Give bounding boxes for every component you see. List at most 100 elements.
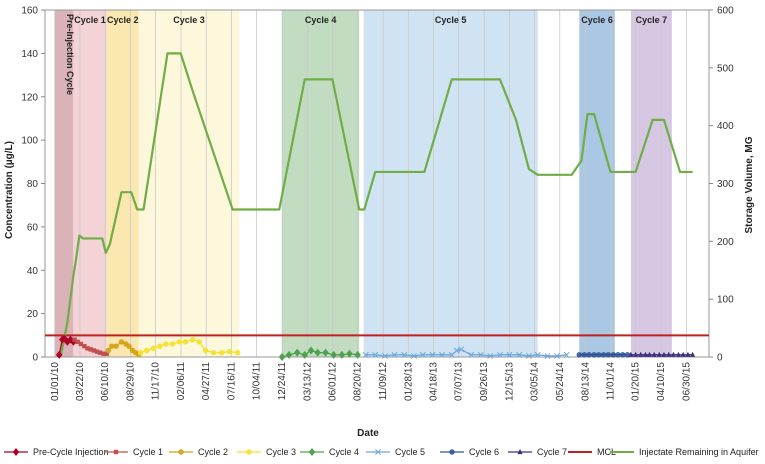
y-left-tick-20: 20 [27, 309, 39, 320]
point-cycle-7-3 [642, 351, 649, 357]
x-tick-12-15-13: 12/15/13 [504, 362, 515, 401]
x-tick-03-22-10: 03/22/10 [75, 362, 86, 401]
legend-marker-cycle-4 [308, 448, 316, 456]
x-tick-06-01-12: 06/01/12 [327, 362, 338, 401]
legend-label-cycle-4: Cycle 4 [329, 447, 359, 457]
band-label-cycle-5: Cycle 5 [435, 15, 467, 25]
legend-label-cycle-2: Cycle 2 [198, 447, 228, 457]
point-cycle-5-15 [496, 351, 503, 358]
point-cycle-5-16 [506, 351, 513, 358]
series-cycle-7 [628, 351, 696, 357]
point-cycle-7-11 [680, 351, 686, 357]
point-cycle-5-10 [453, 347, 460, 354]
series-line-injectate-remaining-in-aquifer [59, 52, 693, 358]
x-tick-06-30-15: 06/30/15 [681, 362, 692, 401]
point-cycle-5-6 [419, 351, 426, 358]
point-cycle-5-17 [516, 351, 523, 358]
point-cycle-7-12 [685, 351, 691, 357]
legend-marker-cycle-3 [246, 449, 252, 455]
point-cycle-6-2 [586, 352, 592, 358]
point-cycle-3-3 [157, 343, 163, 349]
x-tick-08-20-12: 08/20/12 [353, 362, 364, 401]
point-cycle-6-6 [605, 352, 611, 358]
point-cycle-1-0 [72, 337, 77, 342]
y-left-tick-160: 160 [21, 6, 38, 17]
point-cycle-1-4 [85, 346, 90, 351]
point-cycle-3-10 [202, 347, 209, 354]
legend-marker-cycle-1 [113, 449, 119, 455]
point-cycle-1-5 [88, 347, 93, 352]
x-tick-01-01-10: 01/01/10 [50, 362, 61, 401]
x-tick-10-04-11: 10/04/11 [252, 362, 263, 401]
y-axis-left-title: Concentration (µg/L) [4, 141, 15, 239]
band-label-cycle-6: Cycle 6 [581, 15, 613, 25]
x-tick-08-29-10: 08/29/10 [125, 362, 136, 401]
point-cycle-5-19 [534, 351, 541, 358]
x-tick-03-05-14: 03/05/14 [530, 362, 541, 401]
point-cycle-5-20 [544, 352, 551, 359]
point-cycle-3-0 [138, 349, 144, 356]
x-tick-11-17-10: 11/17/10 [151, 362, 162, 401]
x-tick-07-16-11: 07/16/11 [226, 362, 237, 401]
x-tick-04-27-11: 04/27/11 [201, 362, 212, 401]
point-cycle-5-2 [382, 352, 388, 359]
point-cycle-6-0 [576, 352, 582, 358]
y-left-tick-80: 80 [27, 179, 39, 190]
point-cycle-6-1 [581, 352, 588, 358]
point-cycle-6-9 [620, 352, 626, 358]
x-axis-title: Date [357, 428, 379, 439]
point-cycle-5-7 [429, 351, 436, 358]
point-cycle-3-13 [226, 348, 233, 355]
point-cycle-7-4 [646, 351, 653, 357]
series-cycle-3 [138, 336, 241, 356]
point-cycle-2-2 [113, 343, 119, 349]
band-cycle-7 [630, 10, 672, 357]
x-tick-01-28-13: 01/28/13 [403, 362, 414, 401]
point-cycle-7-10 [675, 351, 682, 357]
point-cycle-1-8 [97, 350, 103, 355]
point-cycle-5-21 [553, 352, 560, 359]
band-label-cycle-4: Cycle 4 [305, 15, 337, 25]
series-cycle-6 [576, 352, 631, 358]
point-cycle-7-2 [638, 351, 644, 357]
legend-label-cycle-3: Cycle 3 [266, 447, 296, 457]
series-cycle-5 [362, 346, 570, 359]
point-cycle-1-3 [82, 343, 87, 349]
point-cycle-2-1 [109, 343, 115, 349]
point-cycle-5-22 [563, 351, 570, 358]
legend-label-pre-cycle-injection: Pre-Cycle Injection [33, 447, 109, 457]
point-cycle-7-1 [633, 351, 639, 357]
x-tick-04-18-13: 04/18/13 [429, 362, 440, 401]
point-cycle-6-7 [610, 352, 616, 358]
legend-label-mcl: MCL [597, 447, 616, 457]
legend-item-cycle-1: Cycle 1 [104, 447, 163, 457]
band-label-cycle-2: Cycle 2 [107, 15, 139, 25]
point-cycle-1-1 [75, 339, 80, 345]
y-left-tick-0: 0 [32, 353, 38, 364]
legend-item-cycle-2: Cycle 2 [169, 447, 228, 457]
legend-marker-cycle-6 [449, 449, 455, 455]
y-right-tick-200: 200 [717, 237, 734, 248]
point-cycle-7-5 [651, 351, 657, 357]
point-cycle-5-8 [439, 351, 445, 358]
y-left-tick-100: 100 [21, 136, 38, 147]
point-cycle-5-11 [458, 346, 465, 353]
legend-label-cycle-6: Cycle 6 [469, 447, 499, 457]
legend-item-mcl: MCL [568, 447, 616, 457]
point-cycle-4-3 [301, 350, 308, 359]
band-label-cycle-1: Cycle 1 [74, 15, 106, 25]
point-cycle-4-2 [293, 348, 301, 357]
y-left-tick-120: 120 [21, 92, 38, 103]
legend-item-cycle-3: Cycle 3 [237, 447, 296, 457]
point-cycle-4-9 [346, 349, 353, 358]
point-cycle-1-10 [104, 351, 109, 356]
band-label-cycle-7: Cycle 7 [636, 15, 668, 25]
point-cycle-5-4 [401, 351, 408, 358]
point-cycle-6-3 [591, 352, 597, 358]
point-cycle-6-8 [615, 352, 621, 358]
legend-label-injectate-remaining-in-aquifer: Injectate Remaining in Aquifer [639, 447, 759, 457]
point-cycle-3-8 [189, 336, 196, 343]
point-cycle-1-7 [94, 349, 100, 354]
legend-label-cycle-5: Cycle 5 [395, 447, 425, 457]
